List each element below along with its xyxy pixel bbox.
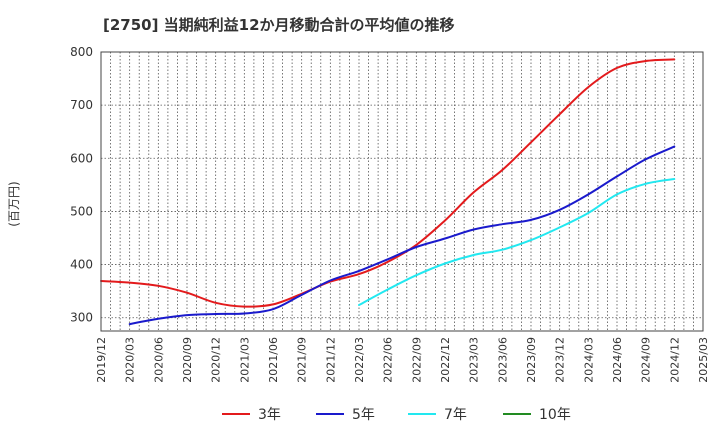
x-tick-label: 2020/12 bbox=[210, 337, 223, 383]
y-axis-ticks: 300 400 500 600 700 800 bbox=[70, 45, 93, 325]
y-axis-label: (百万円) bbox=[7, 181, 21, 226]
legend-label-3: 10年 bbox=[539, 407, 571, 423]
x-tick-label: 2021/03 bbox=[238, 337, 251, 383]
x-tick-label: 2023/09 bbox=[525, 337, 538, 383]
y-tick-label: 500 bbox=[70, 204, 93, 218]
x-tick-label: 2021/12 bbox=[324, 337, 337, 383]
series-line-2 bbox=[358, 178, 676, 306]
x-tick-label: 2022/06 bbox=[382, 337, 395, 383]
x-tick-label: 2025/03 bbox=[697, 337, 710, 383]
x-tick-label: 2023/12 bbox=[554, 337, 567, 383]
series-line-0 bbox=[100, 58, 676, 308]
x-tick-label: 2024/06 bbox=[611, 337, 624, 383]
legend: 3年 5年 7年 10年 bbox=[222, 407, 571, 423]
x-tick-label: 2020/09 bbox=[181, 337, 194, 383]
grid bbox=[100, 51, 704, 331]
x-tick-label: 2024/12 bbox=[668, 337, 681, 383]
y-tick-label: 300 bbox=[70, 311, 93, 325]
x-tick-label: 2021/06 bbox=[267, 337, 280, 383]
x-tick-label: 2023/06 bbox=[496, 337, 509, 383]
legend-label-0: 3年 bbox=[258, 407, 281, 423]
x-tick-label: 2020/03 bbox=[124, 337, 137, 383]
legend-label-2: 7年 bbox=[444, 407, 467, 423]
x-tick-label: 2022/03 bbox=[353, 337, 366, 383]
x-tick-label: 2022/12 bbox=[439, 337, 452, 383]
x-tick-label: 2024/03 bbox=[582, 337, 595, 383]
x-tick-label: 2022/09 bbox=[410, 337, 423, 383]
y-tick-label: 400 bbox=[70, 258, 93, 272]
y-tick-label: 700 bbox=[70, 98, 93, 112]
y-tick-label: 800 bbox=[70, 45, 93, 59]
x-tick-label: 2024/09 bbox=[640, 337, 653, 383]
plot-frame bbox=[100, 51, 704, 332]
x-axis-ticks: 2019/12 2020/03 2020/06 2020/09 2020/12 2021/… bbox=[95, 337, 710, 383]
x-tick-label: 2019/12 bbox=[95, 337, 108, 383]
x-tick-label: 2020/06 bbox=[152, 337, 165, 383]
series-line-1 bbox=[128, 145, 676, 326]
legend-label-1: 5年 bbox=[352, 407, 375, 423]
x-tick-label: 2021/09 bbox=[296, 337, 309, 383]
y-tick-label: 600 bbox=[70, 151, 93, 165]
x-tick-label: 2023/03 bbox=[468, 337, 481, 383]
series-lines bbox=[100, 58, 676, 326]
chart-title: [2750] 当期純利益12か月移動合計の平均値の推移 bbox=[103, 16, 455, 34]
